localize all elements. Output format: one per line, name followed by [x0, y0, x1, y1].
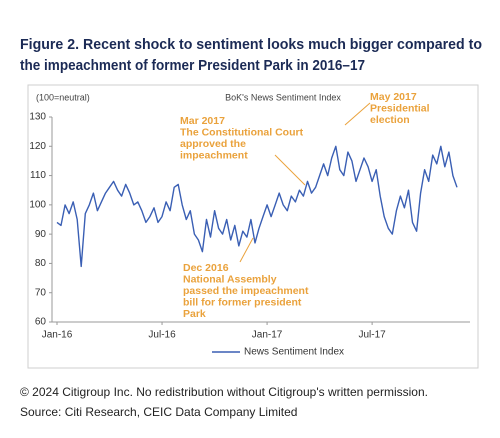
y-tick-label: 120 [29, 141, 46, 152]
y-tick-label: 70 [35, 287, 47, 298]
annotation-arrows [239, 102, 371, 263]
y-axis-label: (100=neutral) [36, 92, 90, 102]
annotation: Presidential [370, 102, 430, 114]
annotation: The Constitutional Court [180, 126, 304, 138]
chart-title: the impeachment of former President Park… [20, 57, 365, 74]
y-tick-label: 130 [29, 112, 46, 123]
annotation: National Assembly [183, 273, 277, 285]
annotation: Dec 2016 [183, 262, 229, 274]
y-tick-label: 100 [29, 199, 46, 210]
x-tick-label: Jan-17 [252, 330, 283, 341]
chart-frame [27, 84, 479, 369]
annotation: bill for former president [183, 296, 302, 308]
annotation-arrow [239, 237, 254, 263]
annotation: approved the [180, 138, 246, 150]
x-tick-label: Jul-16 [148, 330, 176, 341]
x-tick-label: Jan-16 [42, 330, 73, 341]
y-tick-label: 90 [35, 229, 47, 240]
annotation: election [370, 114, 410, 126]
annotation-arrow [344, 102, 371, 126]
annotation: Mar 2017 [180, 115, 225, 127]
annotation-arrow [274, 154, 306, 186]
annotation: impeachment [180, 149, 248, 161]
footer: © 2024 Citigroup Inc. No redistribution … [20, 385, 428, 399]
legend-label: News Sentiment Index [244, 347, 344, 358]
x-tick-label: Jul-17 [358, 330, 386, 341]
subtitle: BoK's News Sentiment Index [225, 92, 341, 102]
annotation: May 2017 [370, 91, 417, 103]
y-tick-label: 80 [35, 258, 47, 269]
chart-title: Figure 2. Recent shock to sentiment look… [20, 36, 482, 53]
annotation: Park [183, 308, 206, 320]
y-tick-label: 110 [30, 170, 46, 181]
annotation: passed the impeachment [183, 285, 309, 297]
y-tick-label: 60 [35, 317, 47, 328]
series-line [56, 145, 458, 268]
footer: Source: Citi Research, CEIC Data Company… [20, 405, 297, 419]
